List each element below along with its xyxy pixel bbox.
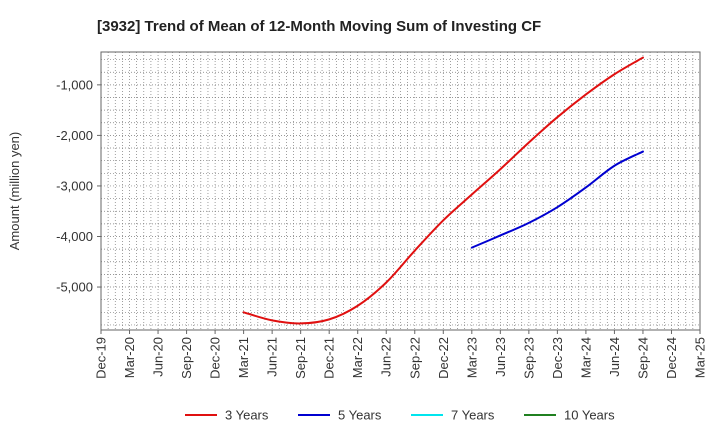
legend-item-5-years: 5 Years xyxy=(298,408,382,423)
y-tick-label: -4,000 xyxy=(56,229,93,244)
x-axis: Dec-19 Mar-20 Jun-20 Sep-20 Dec-20 Mar-21 Jun-… xyxy=(94,330,708,379)
x-tick-label: Sep-23 xyxy=(521,337,536,379)
y-axis-title: Amount (million yen) xyxy=(7,132,22,251)
y-tick-label: -1,000 xyxy=(56,77,93,92)
x-tick-label: Mar-23 xyxy=(464,337,479,378)
x-tick-label: Mar-20 xyxy=(122,337,137,378)
series-line-5-years xyxy=(470,150,644,249)
series-line-3-years xyxy=(242,56,644,325)
x-tick-label: Dec-21 xyxy=(322,337,337,379)
x-tick-label: Sep-22 xyxy=(407,337,422,379)
x-tick-label: Jun-20 xyxy=(151,337,166,377)
legend-item-10-years: 10 Years xyxy=(524,408,615,423)
x-tick-label: Mar-24 xyxy=(578,337,593,378)
x-tick-label: Mar-22 xyxy=(350,337,365,378)
legend-item-3-years: 3 Years xyxy=(185,408,269,423)
y-tick-label: -3,000 xyxy=(56,178,93,193)
x-tick-label: Sep-24 xyxy=(635,337,650,379)
legend-label: 10 Years xyxy=(564,408,615,423)
x-tick-label: Dec-22 xyxy=(436,337,451,379)
y-axis: -5,000 -4,000 -3,000 -2,000 -1,000 xyxy=(56,77,101,295)
series-lines xyxy=(242,56,644,325)
plot-frame xyxy=(100,51,701,331)
legend-label: 7 Years xyxy=(451,408,495,423)
x-tick-label: Jun-22 xyxy=(379,337,394,377)
x-tick-label: Sep-20 xyxy=(179,337,194,379)
x-tick-label: Mar-25 xyxy=(693,337,708,378)
y-tick-label: -5,000 xyxy=(56,280,93,295)
legend-label: 3 Years xyxy=(225,408,269,423)
x-tick-label: Jun-21 xyxy=(265,337,280,377)
x-tick-label: Dec-23 xyxy=(550,337,565,379)
x-tick-label: Dec-24 xyxy=(664,337,679,379)
legend: 3 Years 5 Years 7 Years 10 Years xyxy=(185,408,615,423)
x-tick-label: Jun-23 xyxy=(493,337,508,377)
x-tick-label: Dec-19 xyxy=(94,337,109,379)
x-tick-label: Jun-24 xyxy=(607,337,622,377)
y-tick-label: -2,000 xyxy=(56,128,93,143)
x-tick-label: Dec-20 xyxy=(208,337,223,379)
x-tick-label: Mar-21 xyxy=(236,337,251,378)
grid xyxy=(101,52,700,330)
legend-item-7-years: 7 Years xyxy=(411,408,495,423)
chart-title: [3932] Trend of Mean of 12-Month Moving … xyxy=(97,18,541,35)
legend-label: 5 Years xyxy=(338,408,382,423)
x-tick-label: Sep-21 xyxy=(293,337,308,379)
